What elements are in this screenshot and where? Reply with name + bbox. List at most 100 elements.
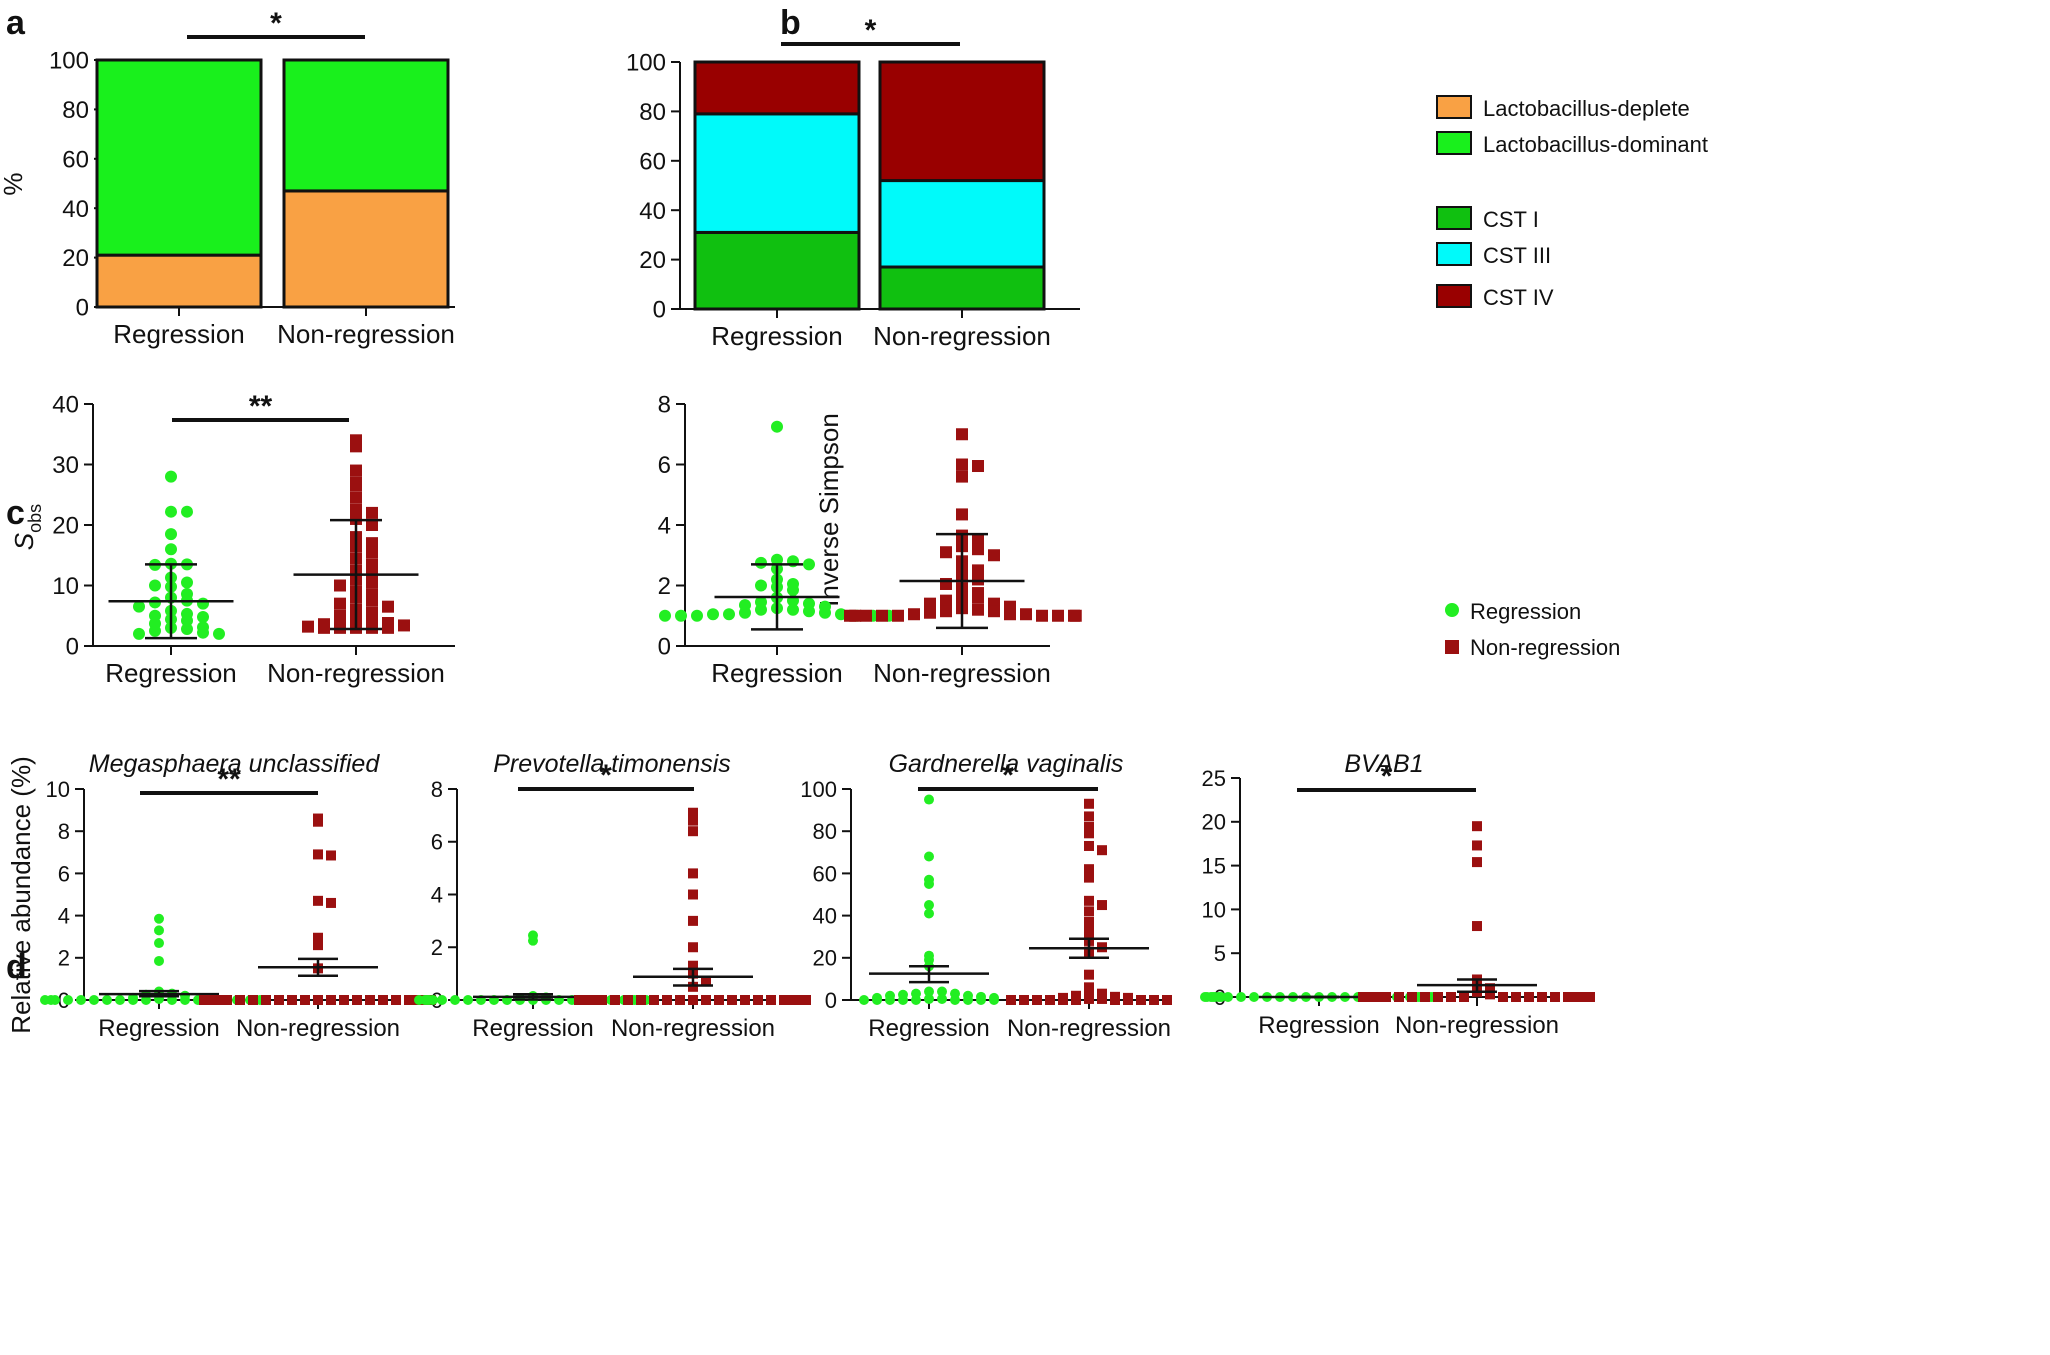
point-d4-non-regression-16 bbox=[1537, 992, 1547, 1002]
chart-c2-y-tick-label: 0 bbox=[658, 634, 671, 661]
point-d3-regression-10 bbox=[937, 986, 947, 997]
bar-a-non-regression-lactobacillus-dominant bbox=[282, 58, 450, 193]
chart-d1-y-axis-label: Relative abundance (%) bbox=[6, 756, 36, 1034]
chart-a: 0 20 40 60 80 100 Regression Non-regression *% bbox=[0, 7, 455, 349]
point-c1-regression-29 bbox=[197, 626, 209, 639]
point-d1-non-regression-17 bbox=[261, 995, 271, 1005]
point-d3-regression-22 bbox=[950, 995, 960, 1005]
point-d2-regression-15 bbox=[463, 995, 473, 1005]
point-c2-non-regression-8 bbox=[972, 543, 984, 556]
point-d2-non-regression-5 bbox=[688, 915, 698, 926]
point-d2-non-regression-1 bbox=[688, 815, 698, 826]
chart-d1-y-tick-label: 4 bbox=[58, 904, 70, 929]
point-d3-non-regression-33 bbox=[1032, 995, 1042, 1005]
point-d3-non-regression-6 bbox=[1084, 864, 1094, 875]
point-c2-regression-21 bbox=[739, 606, 751, 619]
point-c2-non-regression-36 bbox=[1052, 609, 1064, 622]
point-d1-non-regression-18 bbox=[378, 995, 388, 1005]
legend-label-2: CST I bbox=[1483, 207, 1539, 232]
chart-c1-y-tick-label: 0 bbox=[66, 634, 79, 661]
point-c1-regression-3 bbox=[165, 528, 177, 541]
point-c1-non-regression-1 bbox=[350, 440, 362, 453]
point-c2-non-regression-13 bbox=[972, 564, 984, 577]
point-d1-non-regression-3 bbox=[326, 850, 336, 861]
point-d1-non-regression-2 bbox=[313, 849, 323, 860]
point-d2-non-regression-7 bbox=[688, 960, 698, 971]
point-d4-non-regression-18 bbox=[1550, 992, 1560, 1002]
point-d3-non-regression-32 bbox=[1136, 995, 1146, 1005]
point-d2-non-regression-20 bbox=[753, 995, 763, 1005]
bar-b-non-regression-cst-iv bbox=[878, 60, 1046, 183]
point-c2-non-regression-34 bbox=[1036, 609, 1048, 622]
point-d1-regression-10 bbox=[167, 995, 177, 1005]
chart-d1-y-tick-label: 6 bbox=[58, 861, 70, 886]
point-d1-non-regression-15 bbox=[274, 995, 284, 1005]
point-d3-non-regression-34 bbox=[1149, 995, 1159, 1005]
point-d2-non-regression-4 bbox=[688, 889, 698, 900]
point-c1-non-regression-7 bbox=[366, 506, 378, 519]
point-c2-non-regression-9 bbox=[940, 546, 952, 559]
point-c1-regression-9 bbox=[181, 576, 193, 589]
point-d4-non-regression-33 bbox=[1360, 992, 1370, 1002]
point-d4-non-regression-32 bbox=[1571, 992, 1581, 1002]
point-d4-non-regression-17 bbox=[1407, 992, 1417, 1002]
point-c2-non-regression-4 bbox=[956, 508, 968, 521]
chart-d3-y-tick-label: 20 bbox=[813, 946, 837, 971]
panel-label-a: a bbox=[6, 4, 26, 42]
point-c2-regression-3 bbox=[755, 556, 767, 569]
chart-c2: 0 2 4 6 8 Regression Non-regression Inverse Sim… bbox=[658, 392, 1082, 688]
point-d1-regression-21 bbox=[76, 995, 86, 1005]
point-d4-non-regression-15 bbox=[1420, 992, 1430, 1002]
point-d3-non-regression-25 bbox=[1084, 993, 1094, 1004]
point-c2-regression-10 bbox=[787, 584, 799, 597]
point-c2-non-regression-31 bbox=[908, 608, 920, 621]
point-d1-regression-17 bbox=[102, 995, 112, 1005]
point-d2-non-regression-15 bbox=[662, 995, 672, 1005]
chart-d2-significance-label: * bbox=[600, 759, 612, 792]
point-c1-regression-23 bbox=[181, 614, 193, 627]
point-d4-non-regression-0 bbox=[1472, 821, 1482, 832]
bar-a-non-regression-lactobacillus-deplete bbox=[282, 189, 450, 309]
point-d4-non-regression-1 bbox=[1472, 840, 1482, 851]
point-d3-regression-24 bbox=[963, 995, 973, 1005]
point-c1-non-regression-36 bbox=[302, 620, 314, 633]
point-d3-regression-29 bbox=[859, 995, 869, 1005]
point-d2-regression-25 bbox=[414, 995, 424, 1005]
chart-c1-y-axis-label-main: S bbox=[9, 532, 39, 550]
point-d4-regression-14 bbox=[1223, 992, 1233, 1002]
point-c1-regression-28 bbox=[149, 624, 161, 637]
legend-c-marker-1 bbox=[1445, 640, 1459, 654]
point-d1-non-regression-33 bbox=[207, 995, 217, 1005]
point-d4-non-regression-8 bbox=[1485, 989, 1495, 1000]
point-c2-regression-29 bbox=[675, 609, 687, 622]
point-d4-non-regression-12 bbox=[1511, 992, 1521, 1002]
point-d2-regression-17 bbox=[450, 995, 460, 1005]
point-d3-non-regression-17 bbox=[1084, 969, 1094, 980]
chart-d3-significance-label: * bbox=[1002, 759, 1014, 792]
point-d2-non-regression-21 bbox=[623, 995, 633, 1005]
chart-c2-x-tick-label: Regression bbox=[711, 658, 843, 688]
point-d1-regression-15 bbox=[115, 995, 125, 1005]
point-d1-non-regression-35 bbox=[201, 995, 211, 1005]
chart-c1-x-tick-label: Non-regression bbox=[267, 658, 445, 688]
point-c2-non-regression-41 bbox=[849, 609, 862, 622]
point-d2-non-regression-6 bbox=[688, 942, 698, 953]
point-c2-regression-23 bbox=[723, 608, 735, 621]
point-d1-regression-11 bbox=[141, 995, 151, 1005]
point-c1-regression-16 bbox=[197, 597, 209, 610]
point-c1-regression-0 bbox=[165, 470, 177, 483]
point-d4-regression-26 bbox=[1202, 992, 1212, 1002]
point-d2-non-regression-0 bbox=[688, 807, 698, 818]
point-d1-regression-1 bbox=[154, 925, 164, 936]
point-c1-non-regression-25 bbox=[334, 597, 346, 610]
point-d2-non-regression-2 bbox=[688, 826, 698, 837]
point-d3-non-regression-37 bbox=[1006, 995, 1016, 1005]
point-d1-non-regression-5 bbox=[326, 897, 336, 908]
legend-swatch-2 bbox=[1436, 206, 1472, 230]
point-c2-non-regression-6 bbox=[972, 534, 984, 547]
point-c1-non-regression-9 bbox=[366, 519, 378, 531]
point-c1-regression-21 bbox=[197, 610, 209, 623]
point-d2-non-regression-32 bbox=[795, 995, 805, 1005]
point-c2-regression-25 bbox=[707, 608, 719, 621]
point-d2-non-regression-17 bbox=[649, 995, 659, 1005]
